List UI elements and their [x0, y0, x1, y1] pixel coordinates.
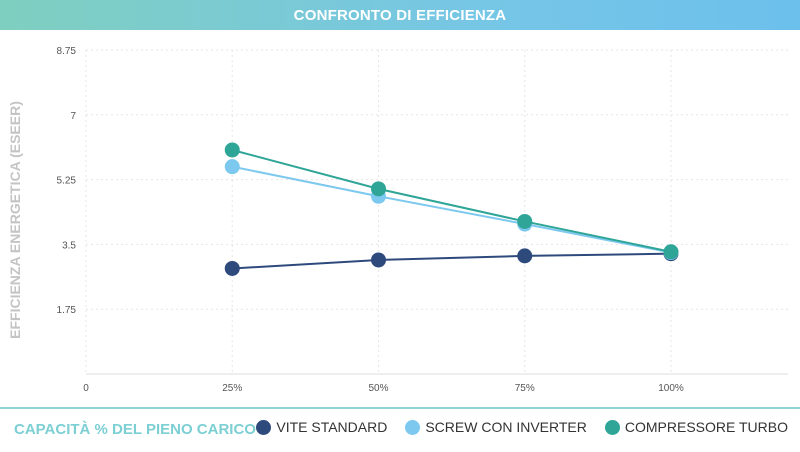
data-point	[371, 252, 386, 268]
data-point	[517, 213, 533, 229]
y-tick-label: 5.25	[57, 176, 77, 187]
y-tick-label: 3.5	[62, 240, 76, 251]
legend-item: VITE STANDARD	[256, 419, 387, 435]
x-tick-label: 50%	[368, 383, 388, 394]
series-group	[224, 142, 679, 276]
legend-marker	[604, 419, 620, 435]
legend-item: COMPRESSORE TURBO	[604, 419, 788, 435]
y-tick-label: 1.75	[57, 305, 77, 316]
legend-label: COMPRESSORE TURBO	[624, 419, 788, 435]
grid-lines	[85, 49, 788, 375]
y-axis-label: EFFICIENZA ENERGETICA (ESEER)	[7, 101, 23, 339]
series-3	[224, 142, 679, 260]
x-tick-label: 100%	[658, 383, 684, 394]
data-point	[224, 260, 240, 276]
chart-title: CONFRONTO DI EFFICIENZA	[293, 6, 507, 24]
legend-item: SCREW CON INVERTER	[405, 419, 587, 435]
x-axis-ticks: 0 25% 50% 75% 100%	[83, 383, 684, 394]
legend-marker	[405, 419, 421, 435]
x-tick-label: 0	[83, 383, 89, 394]
data-point	[371, 181, 386, 197]
y-tick-label: 8.75	[57, 46, 77, 57]
legend-label: SCREW CON INVERTER	[425, 419, 587, 435]
series-line	[231, 149, 672, 253]
x-axis-label: CAPACITÀ % DEL PIENO CARICO	[14, 421, 256, 438]
chart-footer: CAPACITÀ % DEL PIENO CARICO VITE STANDAR…	[0, 407, 800, 452]
legend-label: VITE STANDARD	[276, 419, 388, 435]
data-point	[224, 159, 240, 175]
x-tick-label: 75%	[515, 383, 535, 394]
legend: VITE STANDARD SCREW CON INVERTER COMPRESSO…	[238, 419, 788, 435]
chart-header: CONFRONTO DI EFFICIENZA	[0, 0, 800, 30]
series-1	[224, 246, 679, 276]
data-point	[517, 248, 533, 264]
y-tick-label: 7	[70, 111, 76, 122]
data-point	[663, 244, 679, 260]
series-line	[232, 165, 672, 254]
x-tick-label: 25%	[222, 383, 242, 394]
line-chart: 1.75 3.5 5.25 7 8.75 0 25% 50% 75% 100% EFFICIEN…	[7, 46, 788, 394]
series-2	[224, 159, 679, 261]
data-point	[224, 142, 240, 158]
y-axis-ticks: 1.75 3.5 5.25 7 8.75	[57, 46, 77, 316]
legend-marker	[256, 419, 272, 435]
series-line	[232, 252, 672, 270]
